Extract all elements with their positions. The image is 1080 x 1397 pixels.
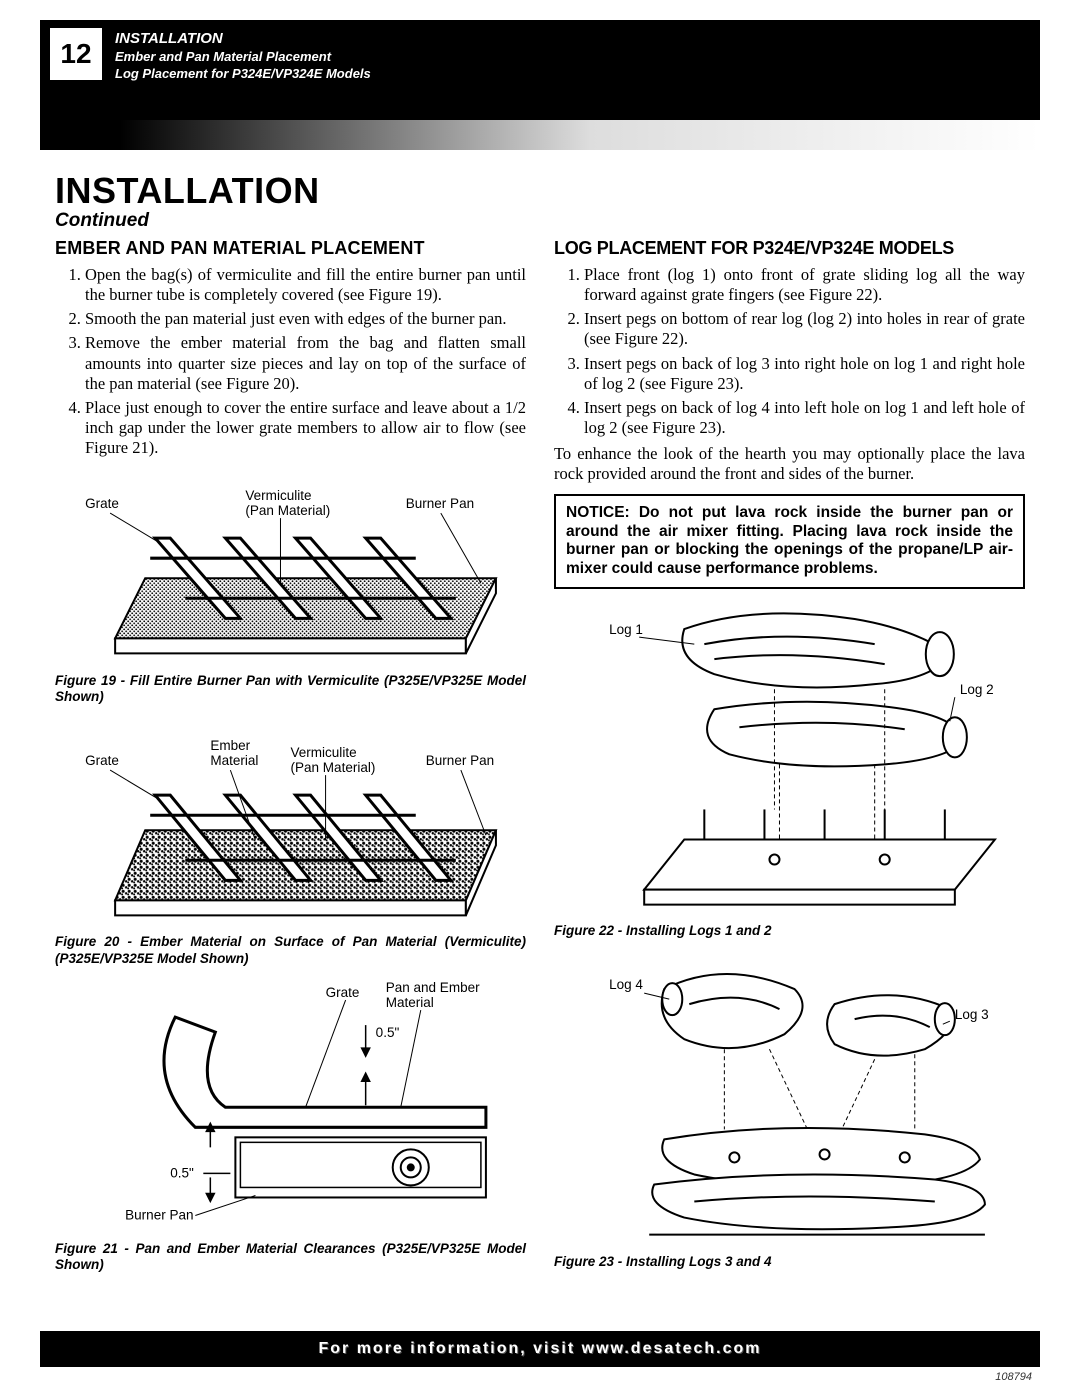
continued-label: Continued [55,210,1025,232]
section-title: INSTALLATION [55,170,1025,212]
fig21-label-grate: Grate [326,985,360,1000]
figure-20: Grate Ember Material Vermiculite (Pan Ma… [55,715,526,967]
gradient-bar [40,120,1040,150]
header-text: INSTALLATION Ember and Pan Material Plac… [115,30,371,81]
right-step: Insert pegs on back of log 4 into left h… [584,398,1025,438]
header-sub1: Ember and Pan Material Placement [115,49,371,64]
page-number: 12 [60,38,91,70]
fig22-label-log1: Log 1 [609,622,643,637]
left-steps: Open the bag(s) of vermiculite and fill … [55,265,526,458]
right-heading: LOG PLACEMENT FOR P324E/VP324E MODELS [554,238,1025,259]
right-column: LOG PLACEMENT FOR P324E/VP324E MODELS Pl… [554,238,1025,1274]
header-sub2: Log Placement for P324E/VP324E Models [115,66,371,81]
fig21-label-burnerpan: Burner Pan [125,1207,193,1222]
right-step: Insert pegs on back of log 3 into right … [584,354,1025,394]
footer-band: For more information, visit www.desatech… [40,1331,1040,1367]
figure-22: Log 1 Log 2 [554,599,1025,940]
fig22-caption: Figure 22 - Installing Logs 1 and 2 [554,923,1025,939]
left-step: Place just enough to cover the entire su… [85,398,526,458]
left-column: EMBER AND PAN MATERIAL PLACEMENT Open th… [55,238,526,1274]
header-title: INSTALLATION [115,30,371,47]
footer-text: For more information, visit www.desatech… [318,1340,761,1358]
left-step: Open the bag(s) of vermiculite and fill … [85,265,526,305]
figure-23: Log 4 Log 3 [554,949,1025,1270]
fig20-label-ember2: Material [210,753,258,768]
fig19-label-verm: Vermiculite [245,488,311,503]
fig21-dim-bot: 0.5" [170,1165,194,1180]
fig20-label-grate: Grate [85,753,119,768]
left-step: Remove the ember material from the bag a… [85,333,526,393]
fig19-caption: Figure 19 - Fill Entire Burner Pan with … [55,673,526,705]
fig21-label-pe1: Pan and Ember [386,980,480,995]
figure-19: Grate Vermiculite (Pan Material) Burner … [55,468,526,705]
notice-box: NOTICE: Do not put lava rock inside the … [554,494,1025,588]
left-heading: EMBER AND PAN MATERIAL PLACEMENT [55,238,526,259]
figure-21: Grate Pan and Ember Material 0.5" 0.5" B… [55,977,526,1274]
enhance-paragraph: To enhance the look of the hearth you ma… [554,444,1025,484]
main-content: INSTALLATION Continued EMBER AND PAN MAT… [55,170,1025,1307]
fig21-label-pe2: Material [386,995,434,1010]
doc-number: 108794 [995,1371,1032,1383]
fig22-label-log2: Log 2 [960,682,994,697]
right-step: Insert pegs on bottom of rear log (log 2… [584,309,1025,349]
fig21-dim-top: 0.5" [376,1025,400,1040]
fig23-caption: Figure 23 - Installing Logs 3 and 4 [554,1254,1025,1270]
fig23-label-log4: Log 4 [609,978,643,993]
fig20-label-verm: Vermiculite [291,745,357,760]
fig19-label-grate: Grate [85,496,119,511]
right-steps: Place front (log 1) onto front of grate … [554,265,1025,438]
fig20-label-pan: Burner Pan [426,753,494,768]
fig19-label-verm2: (Pan Material) [245,503,330,518]
right-step: Place front (log 1) onto front of grate … [584,265,1025,305]
fig20-label-verm2: (Pan Material) [291,760,376,775]
fig23-label-log3: Log 3 [955,1008,989,1023]
left-step: Smooth the pan material just even with e… [85,309,526,329]
fig19-label-pan: Burner Pan [406,496,474,511]
page-number-box: 12 [50,28,102,80]
fig21-caption: Figure 21 - Pan and Ember Material Clear… [55,1241,526,1273]
fig20-label-ember1: Ember [210,738,250,753]
fig20-caption: Figure 20 - Ember Material on Surface of… [55,934,526,966]
